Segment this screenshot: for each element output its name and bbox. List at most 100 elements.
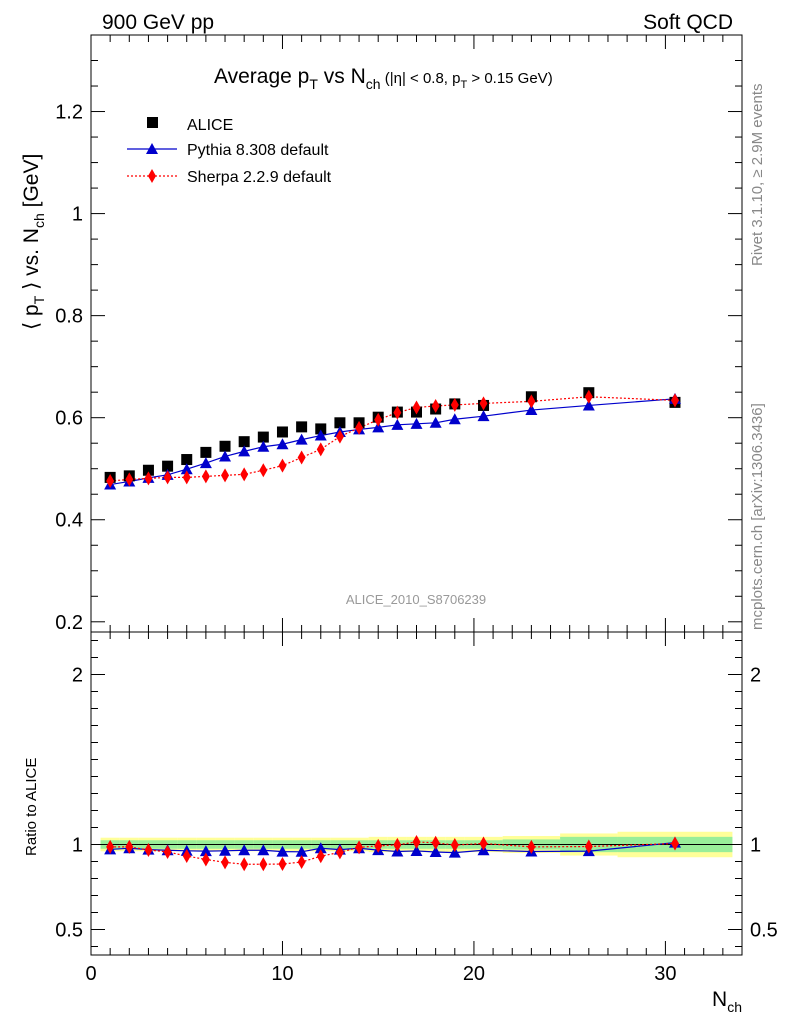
ratio-point-sherpa-2-2-9-default-5 <box>201 852 210 867</box>
ylabel-part-a: ⟨ p <box>20 304 43 330</box>
title-sub-ch: ch <box>366 76 381 92</box>
main-ytick-label-0-6: 0.6 <box>55 408 83 430</box>
header-left-label: 900 GeV pp <box>102 11 214 34</box>
title-cuts-end: > 0.15 GeV) <box>467 70 552 87</box>
main-point-sherpa-2-2-9-default-8 <box>259 463 268 478</box>
main-point-pythia-8-308-default-7 <box>238 445 251 457</box>
ratio-ytick-label-right-2: 2 <box>750 665 761 687</box>
ratio-point-sherpa-2-2-9-default-14 <box>374 838 383 853</box>
ratio-point-sherpa-2-2-9-default-6 <box>221 855 230 870</box>
x-tick-label-0: 0 <box>85 963 96 985</box>
main-point-pythia-8-308-default-19 <box>477 410 490 422</box>
ratio-ytick-label-left-0-5: 0.5 <box>55 920 83 942</box>
ratio-point-sherpa-2-2-9-default-9 <box>278 857 287 872</box>
ratio-point-sherpa-2-2-9-default-12 <box>335 845 344 860</box>
main-point-sherpa-2-2-9-default-14 <box>374 412 383 427</box>
title-cuts-sub: T <box>460 79 467 91</box>
main-point-sherpa-2-2-9-default-17 <box>431 398 440 413</box>
legend-marker-alice <box>147 117 158 128</box>
x-tick-label-10: 10 <box>271 963 293 985</box>
ratio-point-pythia-8-308-default-17 <box>429 845 442 857</box>
x-axis-label: Nch <box>712 988 742 1015</box>
ratio-point-sherpa-2-2-9-default-0 <box>106 839 115 854</box>
ratio-y-tick-labels: 0.5 0.5 1 1 2 2 <box>55 665 778 942</box>
x-tick-label-30: 30 <box>654 963 676 985</box>
main-ytick-label-1: 1 <box>72 204 83 226</box>
ratio-point-sherpa-2-2-9-default-17 <box>431 835 440 850</box>
legend-marker-pythia <box>146 143 158 154</box>
ratio-ytick-label-left-2: 2 <box>72 665 83 687</box>
main-point-alice-9 <box>276 426 288 438</box>
main-point-alice-6 <box>219 440 231 452</box>
header-right-label: Soft QCD <box>643 11 733 34</box>
ratio-point-pythia-8-308-default-11 <box>314 842 327 854</box>
ratio-point-sherpa-2-2-9-default-13 <box>355 840 364 855</box>
main-y-tick-labels: 0.2 0.4 0.6 0.8 1 1.2 <box>55 102 83 634</box>
xlabel-part-b: ch <box>727 999 742 1015</box>
main-point-pythia-8-308-default-4 <box>180 463 193 475</box>
ratio-point-sherpa-2-2-9-default-8 <box>259 857 268 872</box>
x-tick-labels: 0 10 20 30 <box>85 963 676 985</box>
legend-label-sherpa: Sherpa 2.2.9 default <box>187 169 332 186</box>
main-point-pythia-8-308-default-8 <box>257 440 270 452</box>
legend-label-alice: ALICE <box>187 117 233 134</box>
ratio-point-pythia-8-308-default-9 <box>276 845 289 857</box>
ratio-point-pythia-8-308-default-18 <box>448 846 461 858</box>
main-point-pythia-8-308-default-18 <box>448 413 461 425</box>
main-point-alice-8 <box>257 431 269 443</box>
ylabel-part-c: ⟩ vs. N <box>20 228 43 296</box>
ratio-point-sherpa-2-2-9-default-4 <box>182 849 191 864</box>
main-point-pythia-8-308-default-15 <box>391 418 404 430</box>
main-point-sherpa-2-2-9-default-10 <box>297 450 306 465</box>
main-point-pythia-8-308-default-14 <box>372 421 385 433</box>
ratio-point-sherpa-2-2-9-default-15 <box>393 837 402 852</box>
main-point-pythia-8-308-default-11 <box>314 429 327 441</box>
ratio-point-sherpa-2-2-9-default-10 <box>297 855 306 870</box>
ratio-point-pythia-8-308-default-8 <box>257 844 270 856</box>
ylabel-part-d: ch <box>31 213 47 228</box>
main-point-alice-11 <box>315 423 327 435</box>
ratio-point-sherpa-2-2-9-default-16 <box>412 834 421 849</box>
ratio-point-sherpa-2-2-9-default-11 <box>316 849 325 864</box>
title-sub-t: T <box>309 76 318 92</box>
title-main: Average p <box>214 65 309 88</box>
ratio-point-sherpa-2-2-9-default-7 <box>240 857 249 872</box>
ratio-point-pythia-8-308-default-5 <box>199 845 212 857</box>
main-point-sherpa-2-2-9-default-22 <box>670 393 679 408</box>
title-vs: vs N <box>318 65 366 88</box>
ratio-point-pythia-8-308-default-6 <box>219 844 232 856</box>
main-point-sherpa-2-2-9-default-19 <box>479 396 488 411</box>
main-y-axis-label: ⟨ pT ⟩ vs. Nch [GeV] <box>20 154 47 330</box>
main-point-sherpa-2-2-9-default-9 <box>278 458 287 473</box>
ratio-ytick-label-right-1: 1 <box>750 835 761 857</box>
ratio-ytick-label-left-1: 1 <box>72 835 83 857</box>
ratio-frame <box>90 631 743 956</box>
main-point-alice-7 <box>238 436 250 448</box>
main-ytick-label-0-2: 0.2 <box>55 612 83 634</box>
ratio-series-points <box>104 834 681 872</box>
legend-marker-sherpa <box>148 169 156 183</box>
xlabel-part-a: N <box>712 988 727 1011</box>
ratio-point-sherpa-2-2-9-default-2 <box>144 842 153 857</box>
main-point-pythia-8-308-default-9 <box>276 438 289 450</box>
ratio-point-sherpa-2-2-9-default-22 <box>670 836 679 851</box>
mcplots-label: mcplots.cern.ch [arXiv:1306.3436] <box>749 403 766 630</box>
main-point-alice-2 <box>142 464 154 476</box>
main-point-pythia-8-308-default-20 <box>525 404 538 416</box>
main-point-sherpa-2-2-9-default-4 <box>182 470 191 485</box>
legend-label-pythia: Pythia 8.308 default <box>187 142 329 159</box>
main-point-pythia-8-308-default-6 <box>219 450 232 462</box>
main-ytick-label-1-2: 1.2 <box>55 102 83 124</box>
main-point-sherpa-2-2-9-default-3 <box>163 470 172 485</box>
main-ytick-label-0-4: 0.4 <box>55 510 83 532</box>
main-point-sherpa-2-2-9-default-0 <box>106 473 115 488</box>
ratio-point-sherpa-2-2-9-default-18 <box>450 838 459 853</box>
main-point-sherpa-2-2-9-default-18 <box>450 397 459 412</box>
main-point-alice-3 <box>162 460 174 472</box>
ratio-point-sherpa-2-2-9-default-19 <box>479 836 488 851</box>
main-point-sherpa-2-2-9-default-7 <box>240 467 249 482</box>
main-point-sherpa-2-2-9-default-6 <box>221 468 230 483</box>
main-point-sherpa-2-2-9-default-5 <box>201 469 210 484</box>
rivet-label: Rivet 3.1.10, ≥ 2.9M events <box>749 84 766 267</box>
